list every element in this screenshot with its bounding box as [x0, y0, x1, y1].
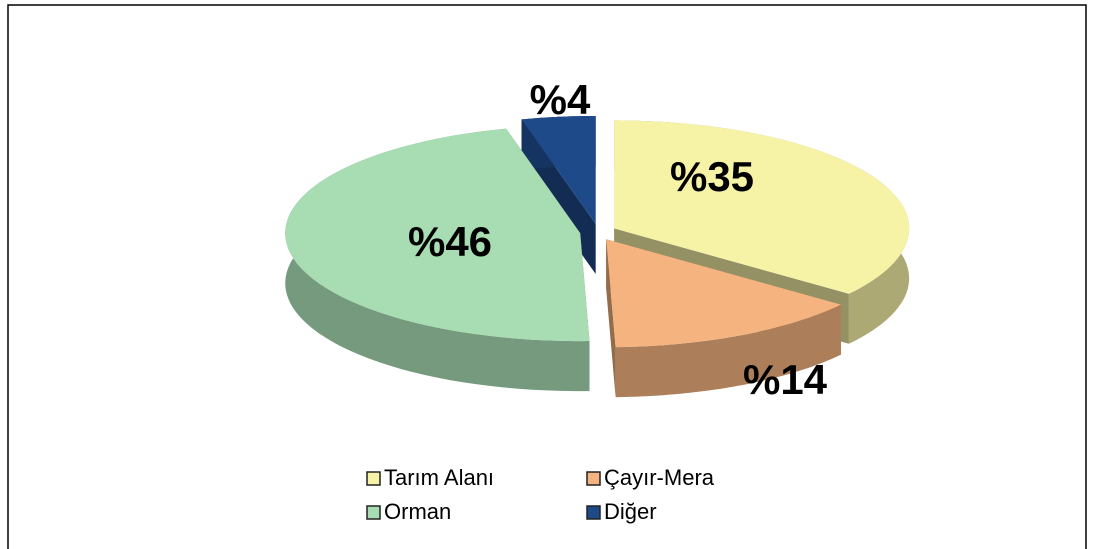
legend-swatch [366, 505, 381, 520]
legend-label: Orman [384, 499, 451, 524]
pie-slice [614, 120, 910, 294]
pie-slice [285, 128, 590, 342]
data-label: %35 [670, 153, 754, 200]
legend-swatch [586, 471, 601, 486]
pie-slice [606, 239, 841, 348]
data-label: %14 [743, 356, 828, 403]
legend-label: Diğer [604, 499, 657, 524]
data-label: %46 [408, 218, 492, 265]
legend-label: Çayır-Mera [604, 465, 715, 490]
chart-frame [7, 4, 1087, 549]
pie-slice [521, 116, 596, 224]
legend-label: Tarım Alanı [384, 465, 494, 490]
legend-swatch [586, 505, 601, 520]
slice-side [615, 304, 841, 398]
slice-side [606, 239, 616, 398]
data-label: %4 [530, 76, 591, 123]
legend-swatch [366, 471, 381, 486]
